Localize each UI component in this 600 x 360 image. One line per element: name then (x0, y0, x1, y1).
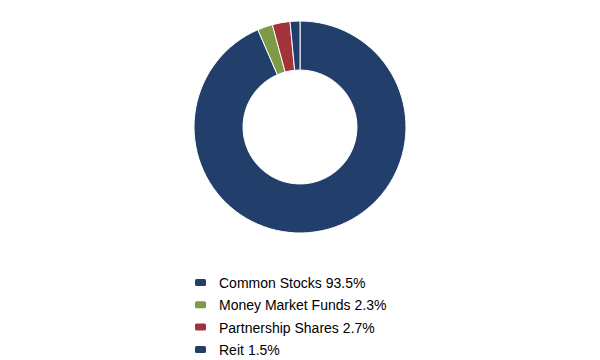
legend-name: Reit (219, 342, 244, 358)
legend-swatch (195, 346, 206, 353)
legend-swatch (195, 324, 206, 331)
legend-value: 2.3% (355, 297, 387, 313)
legend-name: Partnership Shares (219, 320, 339, 336)
legend-label: Money Market Funds2.3% (219, 297, 386, 313)
legend-label: Partnership Shares2.7% (219, 320, 375, 336)
slice (194, 21, 406, 233)
donut (194, 21, 406, 233)
legend-label: Common Stocks93.5% (219, 275, 365, 291)
chart: Common Stocks93.5% Money Market Funds2.3%… (0, 0, 600, 360)
legend-name: Money Market Funds (219, 297, 351, 313)
legend-swatch (195, 279, 206, 286)
legend-value: 93.5% (326, 275, 366, 291)
legend-label: Reit1.5% (219, 342, 280, 358)
legend: Common Stocks93.5% Money Market Funds2.3%… (195, 275, 386, 358)
legend-swatch (195, 301, 206, 308)
legend-value: 2.7% (343, 320, 375, 336)
slice (290, 21, 300, 70)
legend-value: 1.5% (248, 342, 280, 358)
legend-name: Common Stocks (219, 275, 322, 291)
